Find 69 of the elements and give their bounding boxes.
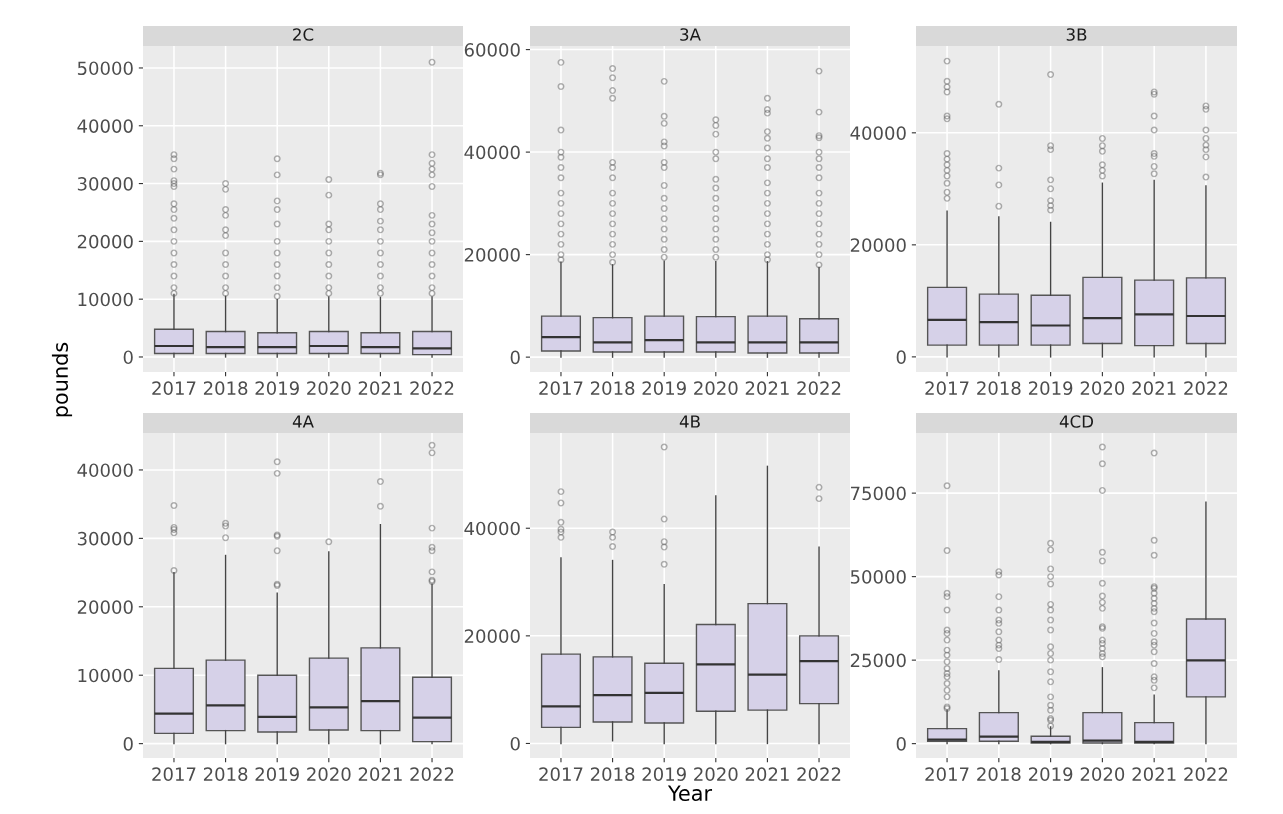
- y-tick-label: 25000: [850, 653, 906, 668]
- x-tick-label: 2017: [539, 767, 583, 781]
- y-tick-label: 20000: [850, 238, 906, 252]
- y-tick-label: 0: [896, 737, 906, 751]
- x-tick-label: 2020: [307, 381, 351, 395]
- x-tick-label: 2019: [255, 767, 299, 781]
- chart-title: 4B: [679, 415, 700, 428]
- y-tick-label: 0: [123, 350, 133, 365]
- x-tick-label: 2022: [410, 381, 454, 395]
- chart-title: 4CD: [1059, 415, 1094, 428]
- x-tick-label: 2019: [255, 381, 299, 395]
- y-tick-label: 50000: [77, 61, 133, 76]
- y-tick-label: 20000: [464, 248, 520, 262]
- y-axis-title: pounds: [51, 342, 73, 417]
- y-tick-label: 50000: [850, 570, 906, 584]
- x-tick-label: 2018: [977, 381, 1021, 395]
- x-tick-label: 2021: [1132, 767, 1176, 781]
- y-tick-label: 20000: [77, 600, 133, 614]
- y-tick-label: 40000: [464, 521, 520, 536]
- chart-title: 3A: [680, 28, 701, 41]
- y-tick-label: 40000: [850, 126, 906, 140]
- x-tick-label: 2018: [590, 767, 635, 781]
- x-tick-label: 2017: [925, 381, 969, 395]
- x-tick-label: 2020: [307, 767, 351, 781]
- x-tick-label: 2019: [642, 767, 686, 781]
- x-tick-label: 2022: [797, 767, 841, 781]
- y-tick-label: 20000: [464, 629, 520, 643]
- y-tick-label: 0: [123, 737, 133, 751]
- x-tick-label: 2021: [358, 381, 402, 395]
- x-tick-label: 2017: [925, 767, 969, 781]
- chart-title: 4A: [292, 415, 314, 428]
- x-tick-label: 2021: [1132, 381, 1176, 395]
- x-axis-title: Year: [667, 785, 713, 802]
- y-tick-label: 0: [510, 736, 520, 751]
- x-tick-label: 2020: [1080, 381, 1125, 395]
- x-tick-label: 2022: [1184, 381, 1228, 395]
- y-tick-label: 40000: [77, 463, 133, 478]
- x-tick-label: 2020: [694, 381, 738, 395]
- x-tick-label: 2017: [152, 381, 196, 395]
- chart-title: 2C: [293, 28, 314, 41]
- x-tick-label: 2018: [590, 381, 635, 395]
- y-tick-label: 10000: [78, 668, 133, 683]
- x-tick-label: 2019: [1028, 381, 1073, 395]
- y-tick-label: 0: [510, 350, 520, 365]
- chart-title: 3B: [1066, 28, 1087, 41]
- x-tick-label: 2020: [694, 767, 738, 781]
- x-tick-label: 2020: [1080, 767, 1125, 781]
- y-tick-label: 40000: [464, 145, 520, 160]
- x-tick-label: 2018: [203, 767, 248, 781]
- x-tick-label: 2021: [745, 381, 789, 395]
- x-tick-label: 2018: [977, 767, 1021, 781]
- y-tick-label: 20000: [77, 234, 133, 249]
- x-tick-label: 2019: [642, 381, 686, 395]
- y-tick-label: 60000: [464, 43, 520, 57]
- y-tick-label: 10000: [78, 292, 133, 307]
- x-tick-label: 2017: [152, 767, 196, 781]
- y-tick-label: 30000: [77, 531, 133, 546]
- y-tick-label: 30000: [77, 177, 133, 191]
- x-tick-label: 2022: [1184, 767, 1228, 781]
- x-tick-label: 2022: [797, 381, 841, 395]
- x-tick-label: 2017: [539, 381, 583, 395]
- y-tick-label: 40000: [77, 119, 133, 133]
- x-tick-label: 2021: [358, 767, 402, 781]
- x-tick-label: 2022: [410, 767, 454, 781]
- x-tick-label: 2019: [1028, 767, 1073, 781]
- y-tick-label: 0: [896, 350, 906, 364]
- x-tick-label: 2021: [745, 767, 789, 781]
- x-tick-label: 2018: [203, 381, 248, 395]
- y-tick-label: 75000: [851, 486, 906, 501]
